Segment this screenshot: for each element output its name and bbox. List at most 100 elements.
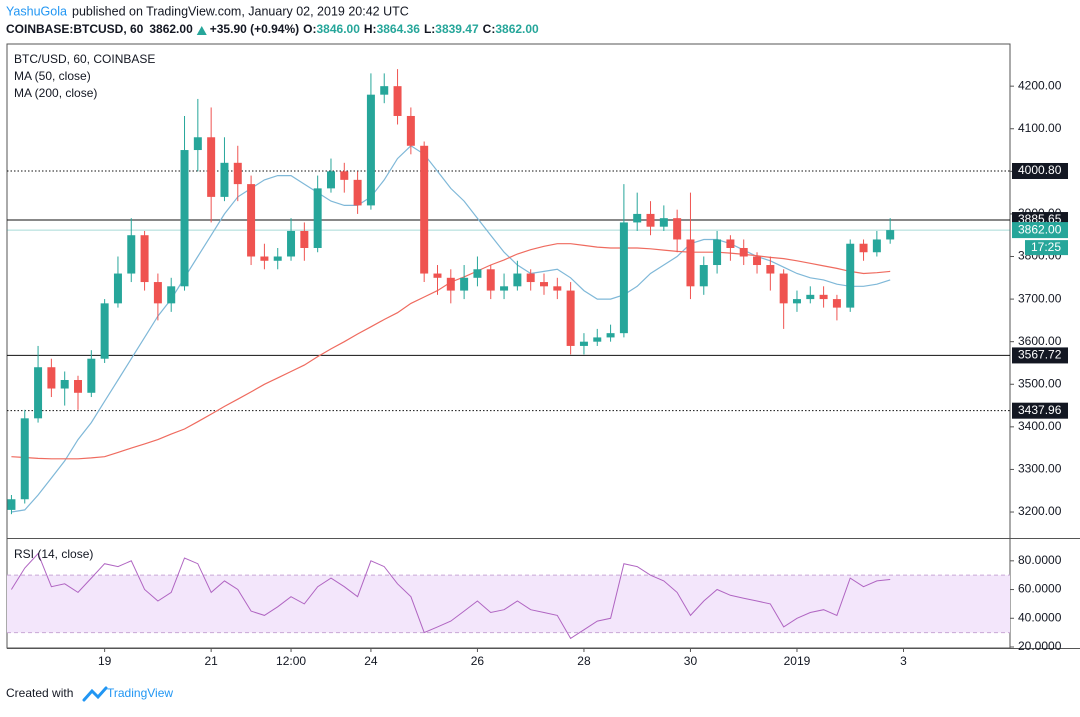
candle-body bbox=[100, 303, 109, 359]
y-tick-label: 3200.00 bbox=[1018, 504, 1062, 518]
candle-body bbox=[526, 273, 535, 283]
candle-body bbox=[207, 137, 216, 197]
candle-body bbox=[247, 184, 256, 257]
rsi-y-tick-label: 60.0000 bbox=[1018, 582, 1062, 596]
candle-body bbox=[180, 150, 189, 287]
level-label-bg bbox=[1012, 402, 1068, 419]
candle-body bbox=[260, 256, 269, 261]
candle-body bbox=[859, 243, 868, 253]
header-change: +35.90 (+0.94%) bbox=[210, 22, 299, 36]
candle-body bbox=[513, 273, 522, 287]
level-label-bg bbox=[1012, 347, 1068, 364]
y-tick-label: 3600.00 bbox=[1018, 334, 1062, 348]
author[interactable]: YashuGola bbox=[6, 4, 67, 18]
x-tick-label: 24 bbox=[364, 654, 378, 668]
legend-entry: MA (200, close) bbox=[14, 86, 97, 100]
header-h_label: H: bbox=[364, 22, 377, 36]
candle-body bbox=[739, 247, 748, 257]
candle-body bbox=[446, 277, 455, 291]
candle-body bbox=[87, 358, 96, 393]
rsi-line bbox=[10, 552, 891, 640]
y-tick-label: 4200.00 bbox=[1018, 78, 1062, 92]
candle-body bbox=[846, 243, 855, 308]
candle-body bbox=[233, 162, 242, 185]
candle-body bbox=[726, 239, 735, 248]
candle-body bbox=[406, 115, 415, 146]
candle-body bbox=[433, 273, 442, 278]
candle-body bbox=[766, 265, 775, 274]
level-label-bg bbox=[1012, 162, 1068, 179]
header-symbol: COINBASE:BTCUSD, 60 bbox=[6, 22, 144, 36]
candle-body bbox=[553, 286, 562, 291]
candle-body bbox=[886, 230, 895, 240]
header-c_label: C: bbox=[483, 22, 496, 36]
header-last: 3862.00 bbox=[149, 22, 193, 36]
candle-body bbox=[34, 367, 43, 419]
candle-body bbox=[540, 282, 548, 287]
candle-body bbox=[460, 277, 469, 291]
y-tick-label: 3500.00 bbox=[1018, 376, 1062, 390]
level-label: 3437.96 bbox=[1018, 403, 1062, 417]
candle-body bbox=[300, 230, 309, 248]
candle-body bbox=[753, 256, 762, 266]
candle-body bbox=[699, 265, 708, 287]
candle-body bbox=[686, 239, 695, 287]
candle-body bbox=[273, 256, 282, 261]
candle-body bbox=[779, 273, 788, 304]
header-o_label: O: bbox=[303, 22, 316, 36]
y-tick-label: 3400.00 bbox=[1018, 419, 1062, 433]
level-label: 3567.72 bbox=[1018, 348, 1062, 362]
current-price-label: 3862.00 bbox=[1018, 222, 1062, 236]
candle-body bbox=[792, 299, 801, 304]
candle-body bbox=[340, 171, 349, 180]
candle-body bbox=[113, 273, 122, 304]
candle-body bbox=[473, 269, 482, 278]
candle-body bbox=[7, 499, 16, 510]
candle-body bbox=[353, 179, 362, 206]
candle-body bbox=[633, 213, 642, 223]
x-tick-label: 12:00 bbox=[276, 654, 306, 668]
level-label: 4000.80 bbox=[1018, 163, 1062, 177]
y-tick-label: 3300.00 bbox=[1018, 462, 1062, 476]
y-tick-label: 3700.00 bbox=[1018, 291, 1062, 305]
candle-body bbox=[872, 239, 881, 253]
x-tick-label: 3 bbox=[900, 654, 907, 668]
candle-body bbox=[140, 235, 149, 283]
candle-body bbox=[659, 218, 668, 227]
candle-body bbox=[220, 162, 229, 197]
candle-body bbox=[127, 235, 136, 274]
countdown-bg bbox=[1025, 240, 1068, 256]
x-tick-label: 2019 bbox=[784, 654, 811, 668]
moving-average bbox=[11, 145, 891, 513]
header-c: 3862.00 bbox=[495, 22, 539, 36]
candle-body bbox=[287, 230, 296, 257]
candle-body bbox=[393, 86, 402, 116]
candle-body bbox=[566, 290, 575, 346]
x-tick-label: 21 bbox=[204, 654, 218, 668]
rsi-y-tick-label: 40.0000 bbox=[1018, 610, 1062, 624]
candle-body bbox=[47, 367, 56, 389]
candle-body bbox=[673, 218, 682, 240]
candle-body bbox=[420, 145, 429, 274]
rsi-title: RSI (14, close) bbox=[14, 547, 93, 561]
candle-body bbox=[806, 294, 815, 300]
candle-body bbox=[579, 341, 588, 346]
candle-body bbox=[593, 337, 602, 342]
candle-body bbox=[500, 286, 509, 291]
tradingview-logo bbox=[82, 686, 108, 702]
x-tick-label: 30 bbox=[684, 654, 698, 668]
header-l: 3839.47 bbox=[435, 22, 479, 36]
header-o: 3846.00 bbox=[317, 22, 361, 36]
plot-frame bbox=[6, 43, 1011, 649]
header-l_label: L: bbox=[424, 22, 435, 36]
candle-body bbox=[74, 380, 83, 393]
published: published on TradingView.com, January 02… bbox=[72, 4, 409, 18]
candle-body bbox=[193, 137, 202, 151]
rsi-y-tick-label: 20.0000 bbox=[1018, 639, 1062, 653]
candle-body bbox=[713, 239, 722, 266]
candle-body bbox=[153, 282, 162, 304]
up-arrow bbox=[196, 26, 207, 35]
candle-body bbox=[832, 299, 841, 308]
footer-brand[interactable]: TradingView bbox=[107, 686, 173, 700]
